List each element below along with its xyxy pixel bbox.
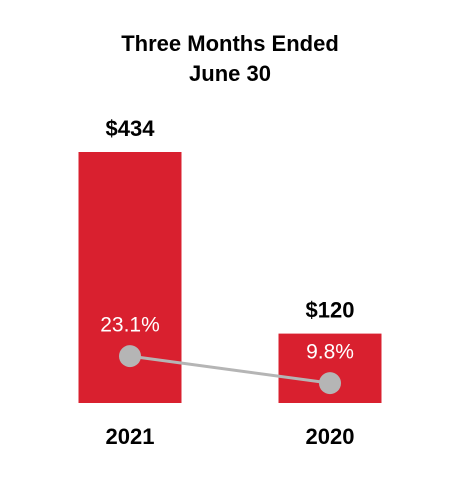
line [129, 354, 331, 385]
chart-title: Three Months Ended [121, 31, 339, 56]
value-label: $434 [106, 116, 156, 141]
x-tick-label: 2020 [306, 424, 355, 449]
x-tick-label: 2021 [106, 424, 155, 449]
line-value-label: 23.1% [100, 314, 160, 337]
line-value-label: 9.8% [306, 341, 354, 364]
value-label: $120 [306, 297, 355, 322]
line-point [119, 345, 141, 368]
chart-title: June 30 [189, 61, 271, 86]
line-point [319, 372, 341, 395]
